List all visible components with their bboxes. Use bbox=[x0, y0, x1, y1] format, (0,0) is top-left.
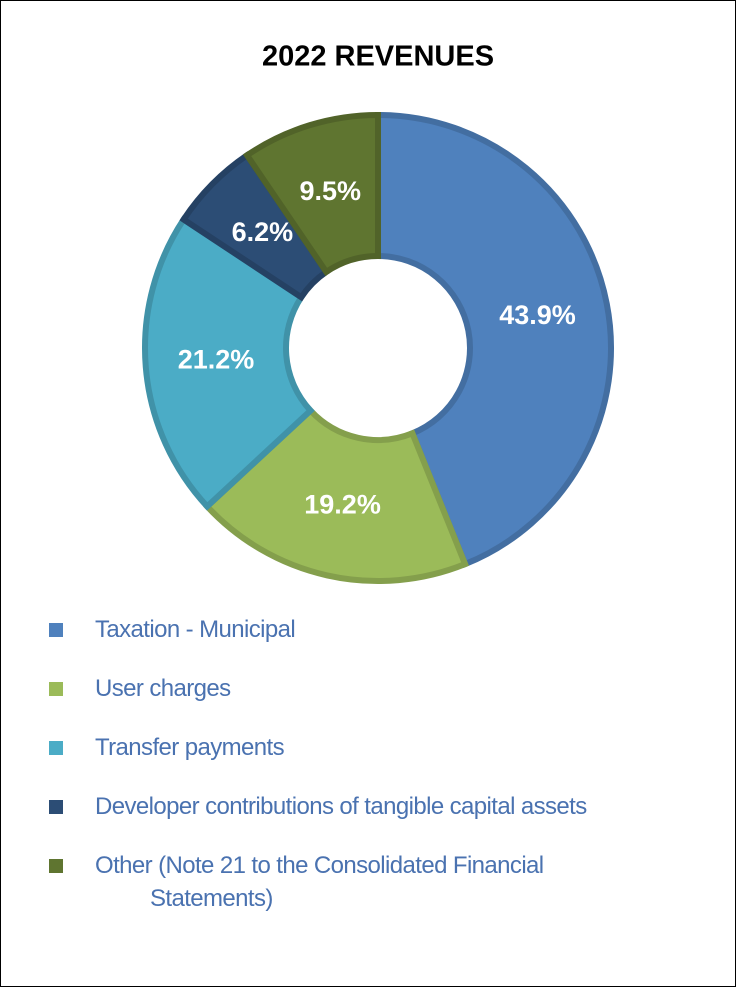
data-label: 6.2% bbox=[232, 217, 294, 247]
data-label: 21.2% bbox=[178, 344, 255, 374]
legend-swatch bbox=[49, 682, 63, 696]
legend-item: User charges bbox=[49, 672, 729, 705]
legend-label: Transfer payments bbox=[95, 734, 285, 761]
donut-segment bbox=[242, 111, 381, 277]
legend-swatch bbox=[49, 859, 63, 873]
legend-label: User charges bbox=[95, 675, 231, 702]
donut-chart: 2022 REVENUES 43.9% 19.2% 21.2% 6.2%9.5% bbox=[142, 41, 614, 584]
donut-segment bbox=[202, 406, 470, 584]
legend-item: Transfer payments bbox=[49, 731, 729, 764]
data-label: 9.5% bbox=[299, 176, 361, 206]
legend-item: Developer contributions of tangible capi… bbox=[49, 790, 729, 823]
legend-swatch bbox=[49, 623, 63, 637]
legend-item: Taxation - Municipal bbox=[49, 613, 729, 646]
data-label: 19.2% bbox=[304, 490, 381, 520]
legend-swatch bbox=[49, 800, 63, 814]
legend-label: Taxation - Municipal bbox=[95, 616, 296, 643]
legend-label: Other (Note 21 to the Consolidated Finan… bbox=[95, 852, 544, 912]
legend-item: Other (Note 21 to the Consolidated Finan… bbox=[49, 849, 729, 915]
donut-segment bbox=[142, 215, 315, 511]
legend-label: Developer contributions of tangible capi… bbox=[95, 793, 587, 820]
donut-segment bbox=[375, 111, 614, 569]
chart-title: 2022 REVENUES bbox=[262, 41, 494, 73]
legend: Taxation - Municipal User charges Transfer… bbox=[49, 613, 729, 941]
legend-swatch bbox=[49, 741, 63, 755]
data-label: 43.9% bbox=[499, 300, 576, 330]
